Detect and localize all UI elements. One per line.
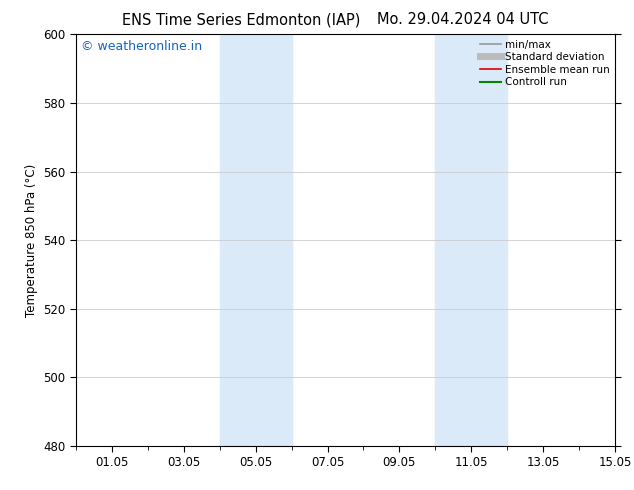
Text: ENS Time Series Edmonton (IAP): ENS Time Series Edmonton (IAP) xyxy=(122,12,360,27)
Text: Mo. 29.04.2024 04 UTC: Mo. 29.04.2024 04 UTC xyxy=(377,12,548,27)
Text: © weatheronline.in: © weatheronline.in xyxy=(81,41,203,53)
Bar xyxy=(220,34,292,446)
Y-axis label: Temperature 850 hPa (°C): Temperature 850 hPa (°C) xyxy=(25,164,38,317)
Legend: min/max, Standard deviation, Ensemble mean run, Controll run: min/max, Standard deviation, Ensemble me… xyxy=(478,37,612,89)
Bar xyxy=(436,34,507,446)
